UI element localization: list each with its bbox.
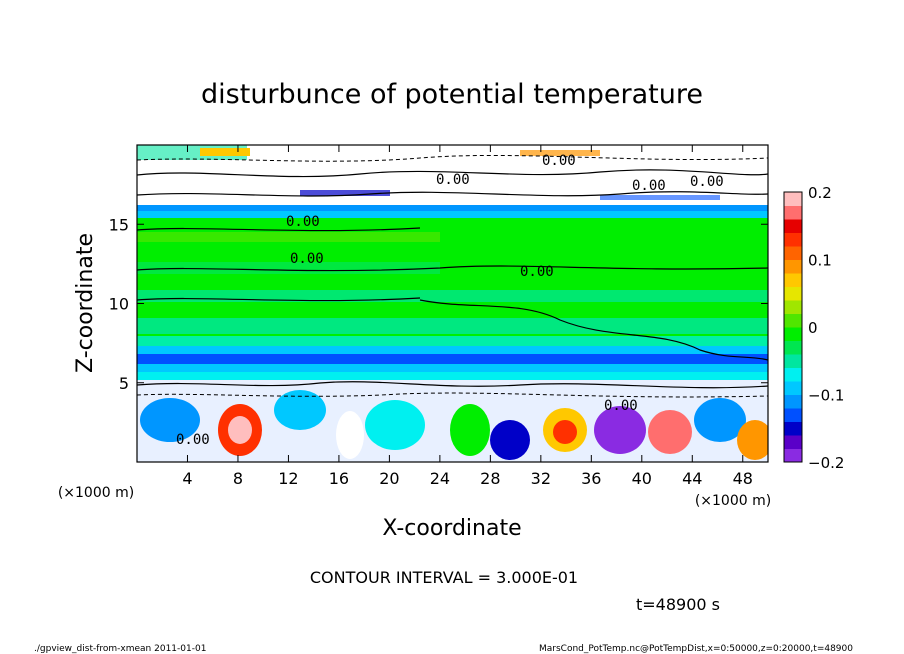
contour-interval: CONTOUR INTERVAL = 3.000E-01 bbox=[310, 568, 578, 587]
colorbar-segment bbox=[784, 394, 802, 409]
x-tick-label: 40 bbox=[632, 469, 652, 488]
x-tick-label: 28 bbox=[480, 469, 500, 488]
colorbar-segment bbox=[784, 286, 802, 301]
z-tick-label: 10 bbox=[109, 295, 129, 314]
time-stamp: t=48900 s bbox=[636, 595, 720, 614]
x-tick-label: 4 bbox=[182, 469, 192, 488]
x-tick-label: 12 bbox=[278, 469, 298, 488]
contour-labels: 0.00 0.00 0.00 0.00 0.00 0.00 0.00 0.00 … bbox=[176, 153, 724, 448]
contour-label: 0.00 bbox=[690, 174, 724, 190]
colorbar-tick-label: 0 bbox=[808, 319, 818, 337]
footer-right: MarsCond_PotTemp.nc@PotTempDist,x=0:5000… bbox=[539, 644, 853, 654]
colorbar-segment bbox=[784, 340, 802, 355]
colorbar-segment bbox=[784, 313, 802, 328]
x-tick-label: 20 bbox=[379, 469, 399, 488]
colorbar-segment bbox=[784, 421, 802, 436]
colorbar-segment bbox=[784, 273, 802, 287]
contour-label: 0.00 bbox=[436, 172, 470, 188]
colorbar-segment bbox=[784, 327, 802, 341]
colorbar-tick-label: −0.2 bbox=[808, 454, 844, 472]
colorbar-segment bbox=[784, 232, 802, 247]
colorbar-ticks: 0.2 0.1 0 −0.1 −0.2 bbox=[808, 184, 844, 472]
contour-label: 0.00 bbox=[176, 432, 210, 448]
colorbar-segment bbox=[784, 435, 802, 449]
chart-title: disturbunce of potential temperature bbox=[201, 79, 703, 110]
z-tick-label: 15 bbox=[109, 215, 129, 234]
x-tick-label: 32 bbox=[531, 469, 551, 488]
x-tick-label: 24 bbox=[430, 469, 450, 488]
plot-field bbox=[137, 145, 768, 462]
colorbar-frame bbox=[783, 191, 803, 463]
colorbar-segment bbox=[784, 381, 802, 395]
x-tick-label: 8 bbox=[233, 469, 243, 488]
x-tick-label: 48 bbox=[733, 469, 753, 488]
z-axis: 5 10 15 bbox=[109, 215, 768, 393]
contour-label: 0.00 bbox=[520, 264, 554, 280]
x-tick-label: 44 bbox=[682, 469, 702, 488]
x-axis-label: X-coordinate bbox=[382, 516, 521, 541]
footer-left: ./gpview_dist-from-xmean 2011-01-01 bbox=[34, 644, 206, 654]
contour-label: 0.00 bbox=[542, 153, 576, 169]
colorbar-tick-label: −0.1 bbox=[808, 387, 844, 405]
colorbar-tick-label: 0.1 bbox=[808, 252, 832, 270]
x-unit-left: (×1000 m) bbox=[58, 485, 134, 501]
contour-label: 0.00 bbox=[290, 251, 324, 267]
z-axis-label: Z-coordinate bbox=[73, 233, 98, 373]
colorbar-segment bbox=[784, 192, 802, 206]
contour-label: 0.00 bbox=[632, 178, 666, 194]
contour-label: 0.00 bbox=[604, 398, 638, 414]
colorbar bbox=[784, 192, 802, 463]
colorbar-segment bbox=[784, 259, 802, 274]
z-tick-label: 5 bbox=[119, 374, 129, 393]
colorbar-tick-label: 0.2 bbox=[808, 184, 832, 202]
colorbar-segment bbox=[784, 246, 802, 260]
colorbar-segment bbox=[784, 448, 802, 463]
colorbar-segment bbox=[784, 408, 802, 422]
blue-band bbox=[137, 354, 768, 364]
x-tick-label: 16 bbox=[329, 469, 349, 488]
x-axis: 4 8 12 16 20 24 28 32 36 40 44 48 bbox=[182, 145, 753, 488]
colorbar-segment bbox=[784, 300, 802, 314]
contour-label: 0.00 bbox=[286, 214, 320, 230]
colorbar-segment bbox=[784, 205, 802, 220]
x-unit-right: (×1000 m) bbox=[695, 493, 771, 509]
colorbar-segment bbox=[784, 367, 802, 382]
x-tick-label: 36 bbox=[581, 469, 601, 488]
colorbar-segment bbox=[784, 354, 802, 368]
colorbar-segment bbox=[784, 219, 802, 233]
